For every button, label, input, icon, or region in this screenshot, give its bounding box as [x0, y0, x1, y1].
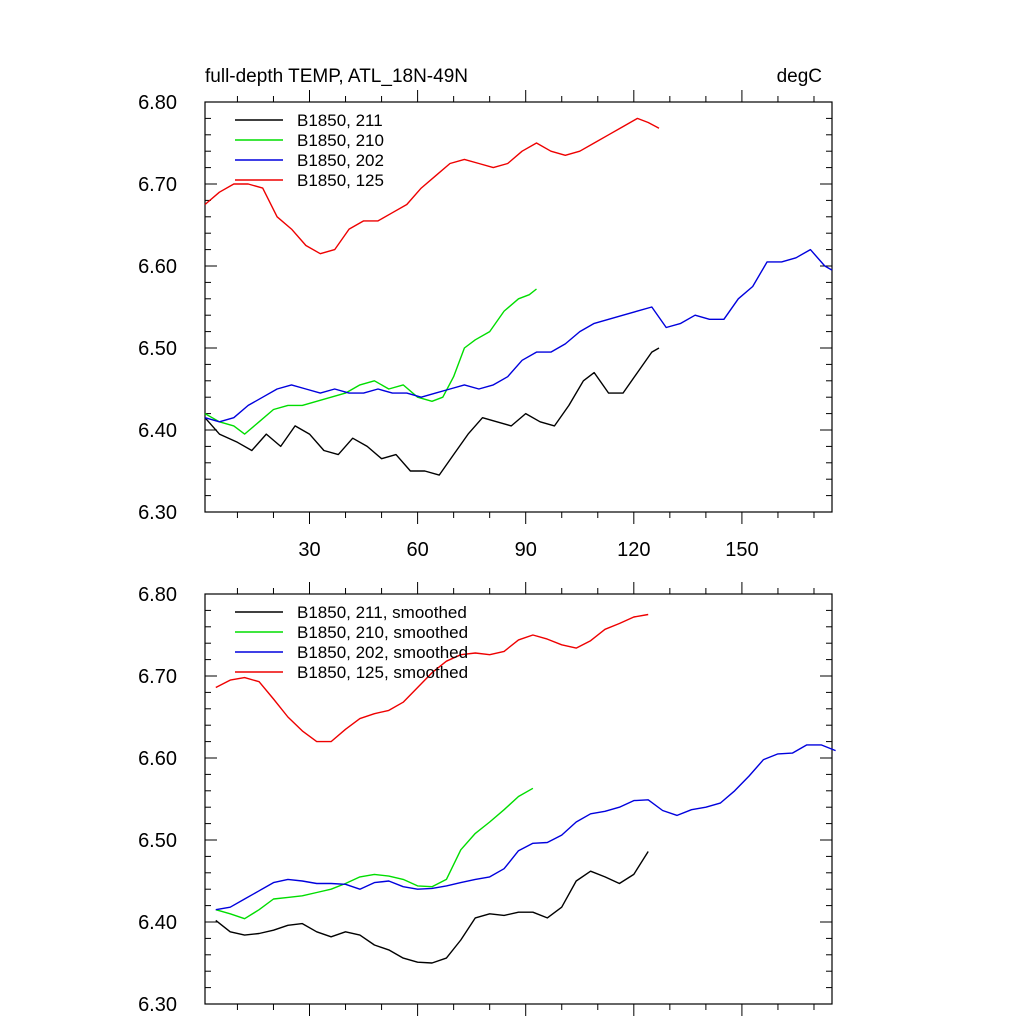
series-line-2	[215, 744, 836, 911]
legend-label: B1850, 210	[297, 131, 384, 150]
y-tick-label: 6.80	[138, 92, 177, 114]
chart-title: full-depth TEMP, ATL_18N-49N	[205, 66, 468, 87]
series-line-0	[215, 851, 649, 964]
y-tick-label: 6.60	[138, 748, 177, 770]
legend-label: B1850, 202, smoothed	[297, 643, 468, 662]
legend-label: B1850, 210, smoothed	[297, 623, 468, 642]
x-tick-label: 30	[298, 539, 320, 561]
y-tick-label: 6.70	[138, 666, 177, 688]
x-tick-label: 90	[515, 539, 537, 561]
plot-frame-bottom	[204, 593, 833, 1005]
series-line-1	[204, 288, 537, 435]
series-lines-top	[204, 117, 833, 476]
axes-bottom: 6.30 6.40 6.50 6.60 6.70 6.80	[138, 582, 832, 1016]
legend-label: B1850, 125	[297, 171, 384, 190]
y-tick-label: 6.30	[138, 502, 177, 524]
y-tick-label: 6.50	[138, 338, 177, 360]
x-tick-label: 60	[406, 539, 428, 561]
plot-frame-top	[204, 101, 833, 513]
legend-label: B1850, 125, smoothed	[297, 663, 468, 682]
y-tick-label: 6.60	[138, 256, 177, 278]
y-tick-label: 6.50	[138, 830, 177, 852]
units-label: degC	[777, 66, 822, 87]
legend-label: B1850, 202	[297, 151, 384, 170]
series-lines-bottom	[215, 613, 836, 964]
y-tick-label: 6.70	[138, 174, 177, 196]
x-tick-label: 120	[617, 539, 650, 561]
series-line-3	[204, 117, 660, 255]
axes-top: 6.30 6.40 6.50 6.60 6.70 6.80 30 60 90 120 150	[138, 90, 832, 561]
y-tick-label: 6.40	[138, 912, 177, 934]
series-line-3	[215, 613, 649, 743]
x-tick-label: 150	[725, 539, 758, 561]
y-tick-label: 6.40	[138, 420, 177, 442]
legend-label: B1850, 211, smoothed	[297, 603, 467, 622]
top-panel: full-depth TEMP, ATL_18N-49N degC 6.306.…	[138, 66, 833, 561]
series-line-2	[204, 248, 833, 423]
y-tick-label: 6.80	[138, 584, 177, 606]
legend-label: B1850, 211	[297, 111, 383, 130]
series-line-0	[204, 347, 660, 476]
y-tick-label: 6.30	[138, 994, 177, 1016]
series-line-1	[215, 787, 534, 920]
bottom-panel: 6.30 6.40 6.50 6.60 6.70 6.80 B1850, 211, smo…	[138, 582, 836, 1016]
